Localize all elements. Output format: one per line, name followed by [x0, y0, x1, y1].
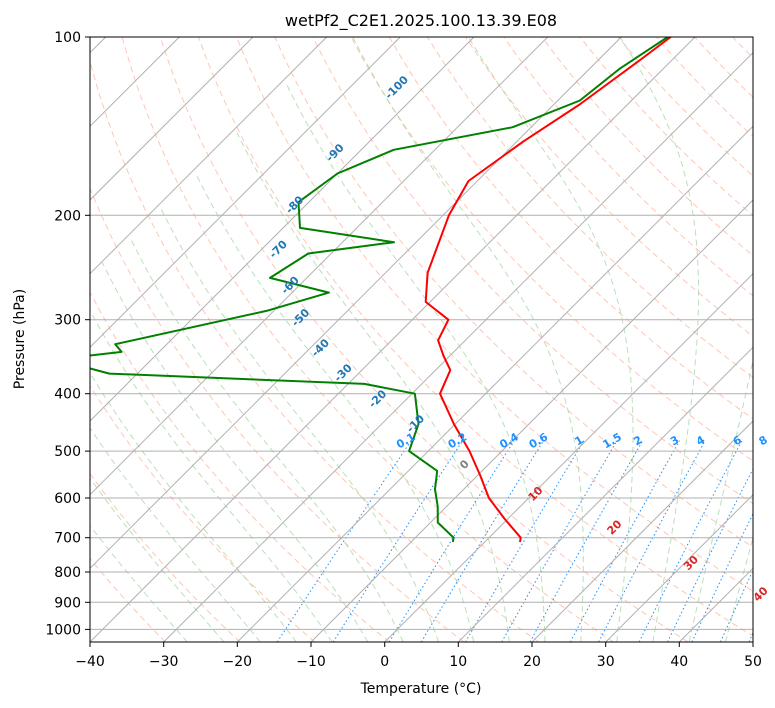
y-tick-label: 1000	[45, 622, 81, 638]
dry-adiabat	[198, 37, 753, 637]
profile-line	[90, 37, 669, 543]
isotherm-line	[90, 37, 622, 570]
dry-adiabat	[90, 291, 390, 642]
dry-adiabat	[121, 37, 614, 642]
moist-adiabat	[160, 208, 439, 642]
mixing-ratio-line	[388, 440, 515, 642]
moist-adiabat	[195, 173, 475, 642]
x-tick-label: 10	[449, 654, 467, 670]
mixing-ratio-line	[276, 440, 412, 642]
y-tick-label: 900	[54, 595, 81, 611]
x-tick-label: −10	[296, 654, 326, 670]
dry-adiabat	[426, 37, 753, 378]
x-tick-label: −20	[223, 654, 253, 670]
isotherm-line	[236, 125, 753, 642]
x-tick-label: 30	[597, 654, 615, 670]
y-tick-label: 100	[54, 30, 81, 46]
mixing-ratio-line	[501, 440, 618, 642]
isotherm-line	[90, 37, 401, 349]
background-lines	[90, 37, 753, 642]
dry-adiabat	[90, 187, 465, 642]
pressure-grid	[90, 37, 753, 642]
y-tick-label: 500	[54, 444, 81, 460]
isotherm-line	[90, 37, 696, 642]
moist-adiabat	[130, 239, 404, 642]
x-tick-label: 40	[670, 654, 688, 670]
y-axis-label: Pressure (hPa)	[12, 289, 28, 389]
mixing-ratio-line	[465, 440, 585, 642]
isotherm-line	[163, 51, 753, 642]
sounding-profiles	[90, 37, 672, 543]
isotherm-line	[531, 420, 753, 642]
y-tick-label: 800	[54, 565, 81, 581]
moist-adiabat	[688, 358, 753, 642]
x-tick-label: −30	[149, 654, 179, 670]
y-tick-label: 400	[54, 387, 81, 403]
axis-ticks: −40 −30 −20 −10 0 10 20 30 40 50 100 200 300 400 500 60…	[45, 30, 762, 670]
dry-adiabat	[274, 37, 753, 548]
profile-line	[424, 37, 672, 543]
y-tick-label: 600	[54, 491, 81, 507]
isotherm-line	[90, 37, 549, 496]
plot-frame	[89, 36, 754, 643]
moist-adiabat	[90, 427, 261, 642]
moist-adiabat	[90, 309, 333, 642]
moist-adiabat	[285, 83, 546, 642]
mixing-ratio-line	[667, 467, 753, 642]
mixing-ratio-line	[529, 440, 644, 642]
isotherm-line	[90, 37, 328, 275]
moist-adiabat	[352, 37, 584, 642]
moist-adiabat	[725, 536, 753, 642]
isotherm-line	[384, 272, 753, 642]
isotherm-line	[457, 346, 753, 642]
dry-adiabat	[159, 37, 689, 642]
dry-adiabat	[503, 37, 753, 297]
moist-adiabat	[90, 524, 188, 642]
y-tick-label: 300	[54, 313, 81, 329]
moist-adiabat	[90, 477, 225, 642]
x-tick-label: 20	[523, 654, 541, 670]
dry-adiabat	[617, 37, 753, 177]
isotherm-line	[90, 37, 254, 201]
mixing-ratio-line	[420, 440, 545, 642]
mixing-ratio-line	[332, 440, 464, 642]
x-tick-label: 50	[744, 654, 762, 670]
y-tick-label: 200	[54, 208, 81, 224]
isotherm-line	[90, 37, 475, 422]
dry-adiabat	[90, 384, 316, 642]
x-tick-label: 0	[380, 654, 389, 670]
x-tick-label: −40	[75, 654, 105, 670]
dry-adiabat	[236, 37, 753, 592]
x-axis-label: Temperature (°C)	[360, 681, 482, 697]
y-tick-label: 700	[54, 531, 81, 547]
isotherm-line	[605, 493, 753, 642]
isotherm-line	[310, 199, 753, 642]
chart-title: wetPf2_C2E1.2025.100.13.39.E08	[285, 11, 557, 31]
dry-adiabat	[90, 59, 540, 642]
dry-adiabat	[312, 37, 753, 505]
moist-adiabat	[619, 37, 699, 642]
moist-adiabat	[467, 37, 634, 642]
